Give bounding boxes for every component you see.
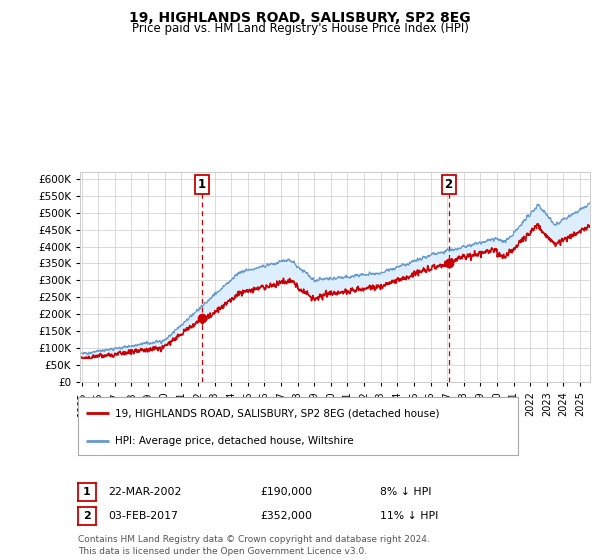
Text: 19, HIGHLANDS ROAD, SALISBURY, SP2 8EG: 19, HIGHLANDS ROAD, SALISBURY, SP2 8EG (129, 11, 471, 25)
Text: HPI: Average price, detached house, Wiltshire: HPI: Average price, detached house, Wilt… (115, 436, 354, 446)
Text: 2: 2 (445, 178, 452, 192)
Text: 19, HIGHLANDS ROAD, SALISBURY, SP2 8EG (detached house): 19, HIGHLANDS ROAD, SALISBURY, SP2 8EG (… (115, 408, 440, 418)
Text: £190,000: £190,000 (260, 487, 312, 497)
Text: 03-FEB-2017: 03-FEB-2017 (108, 511, 178, 521)
Text: 22-MAR-2002: 22-MAR-2002 (108, 487, 181, 497)
Text: 1: 1 (83, 487, 91, 497)
Text: Price paid vs. HM Land Registry's House Price Index (HPI): Price paid vs. HM Land Registry's House … (131, 22, 469, 35)
Text: This data is licensed under the Open Government Licence v3.0.: This data is licensed under the Open Gov… (78, 547, 367, 556)
Text: 8% ↓ HPI: 8% ↓ HPI (380, 487, 431, 497)
Text: Contains HM Land Registry data © Crown copyright and database right 2024.: Contains HM Land Registry data © Crown c… (78, 535, 430, 544)
Text: £352,000: £352,000 (260, 511, 312, 521)
Text: 11% ↓ HPI: 11% ↓ HPI (380, 511, 439, 521)
Text: 2: 2 (83, 511, 91, 521)
Text: 1: 1 (197, 178, 206, 192)
